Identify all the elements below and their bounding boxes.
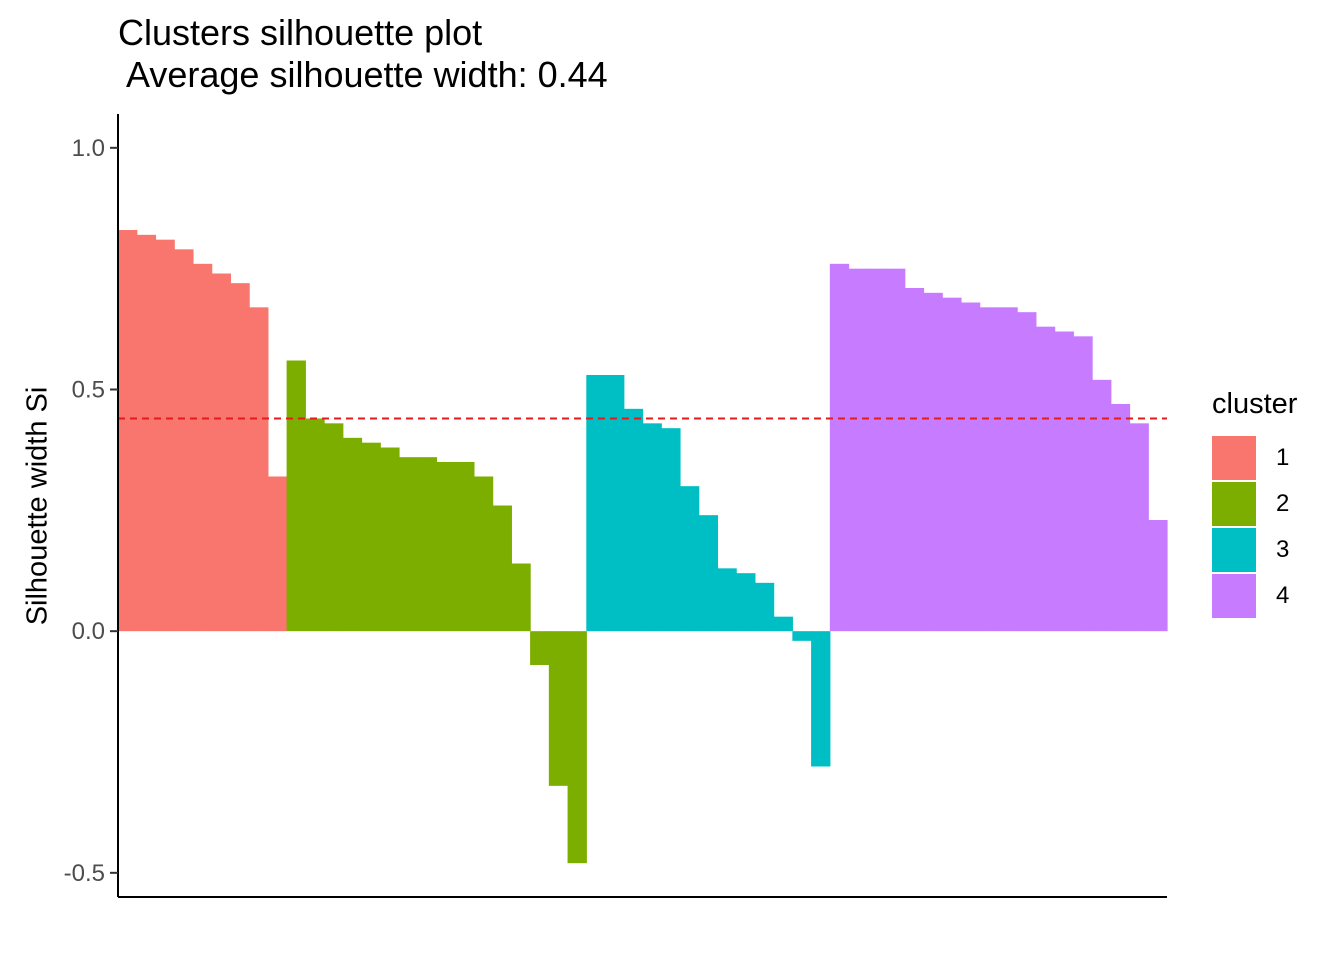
- legend-item-1: 1: [1212, 435, 1297, 481]
- bar-cluster-4: [867, 268, 887, 632]
- bar-cluster-4: [829, 263, 850, 632]
- bar-cluster-2: [567, 631, 587, 864]
- bar-cluster-4: [1017, 312, 1037, 632]
- bar-cluster-3: [623, 408, 644, 632]
- bar-cluster-2: [417, 457, 438, 632]
- bar-cluster-2: [473, 476, 494, 632]
- bar-cluster-4: [1148, 520, 1168, 632]
- bar-cluster-2: [342, 437, 363, 632]
- bar-cluster-4: [904, 288, 925, 632]
- bar-cluster-2: [530, 631, 550, 665]
- bar-cluster-2: [286, 360, 306, 632]
- bar-cluster-4: [1054, 331, 1074, 632]
- bar-cluster-1: [211, 273, 231, 632]
- bar-cluster-4: [1129, 423, 1149, 632]
- legend-label: 2: [1276, 490, 1290, 517]
- legend-item-3: 3: [1212, 527, 1297, 573]
- bar-cluster-2: [398, 457, 419, 632]
- bar-cluster-3: [811, 631, 831, 767]
- legend-key: [1212, 482, 1256, 526]
- bar-cluster-3: [605, 375, 625, 632]
- bar-cluster-2: [492, 505, 512, 632]
- legend-key: [1212, 574, 1256, 618]
- bar-cluster-2: [436, 462, 456, 632]
- bar-cluster-2: [305, 418, 325, 632]
- bar-cluster-3: [642, 423, 662, 632]
- bar-cluster-3: [586, 375, 606, 632]
- bar-cluster-4: [1035, 326, 1056, 632]
- bar-cluster-1: [192, 263, 213, 632]
- bar-cluster-3: [717, 568, 737, 632]
- bar-cluster-3: [661, 428, 681, 632]
- bar-cluster-1: [174, 249, 194, 632]
- bar-cluster-1: [249, 307, 269, 632]
- bar-cluster-4: [1110, 404, 1131, 632]
- legend-label: 4: [1276, 582, 1290, 609]
- bar-cluster-2: [511, 563, 531, 632]
- bar-cluster-1: [118, 230, 138, 632]
- bar-cluster-4: [979, 307, 1000, 632]
- bar-cluster-4: [886, 268, 906, 632]
- bar-cluster-2: [548, 631, 569, 786]
- legend-label: 1: [1276, 444, 1290, 471]
- bar-cluster-4: [923, 292, 943, 632]
- bar-cluster-4: [960, 302, 981, 632]
- bar-cluster-3: [773, 616, 793, 632]
- bar-cluster-1: [155, 239, 175, 632]
- bar-cluster-4: [942, 297, 962, 632]
- legend: cluster 1 2 3 4: [1212, 388, 1297, 619]
- bar-cluster-1: [267, 476, 288, 632]
- legend-item-4: 4: [1212, 573, 1297, 619]
- bar-cluster-3: [736, 573, 756, 632]
- y-tick-label: 0.5: [72, 377, 105, 404]
- bar-cluster-1: [230, 283, 250, 632]
- y-tick-label: -0.5: [64, 860, 105, 887]
- bar-cluster-3: [679, 486, 700, 632]
- bar-cluster-4: [848, 268, 868, 632]
- legend-key: [1212, 436, 1256, 480]
- bar-cluster-4: [1073, 336, 1093, 632]
- legend-title: cluster: [1212, 388, 1298, 420]
- bar-cluster-3: [754, 582, 775, 632]
- legend-key: [1212, 528, 1256, 572]
- bar-cluster-2: [380, 447, 400, 632]
- legend-label: 3: [1276, 536, 1290, 563]
- chart-title: Clusters silhouette plot: [118, 12, 483, 53]
- chart-subtitle: Average silhouette width: 0.44: [118, 54, 608, 95]
- bar-cluster-4: [1092, 379, 1112, 632]
- y-tick-label: 1.0: [72, 135, 105, 162]
- bar-cluster-4: [998, 307, 1018, 632]
- bar-cluster-3: [792, 631, 812, 641]
- bar-cluster-2: [324, 423, 344, 632]
- legend-item-2: 2: [1212, 481, 1297, 527]
- bar-cluster-2: [455, 462, 475, 632]
- bar-cluster-3: [698, 515, 719, 632]
- legend-items: 1 2 3 4: [1212, 435, 1297, 619]
- y-tick-label: 0.0: [72, 618, 105, 645]
- bar-cluster-2: [361, 442, 381, 632]
- bar-cluster-1: [136, 234, 157, 632]
